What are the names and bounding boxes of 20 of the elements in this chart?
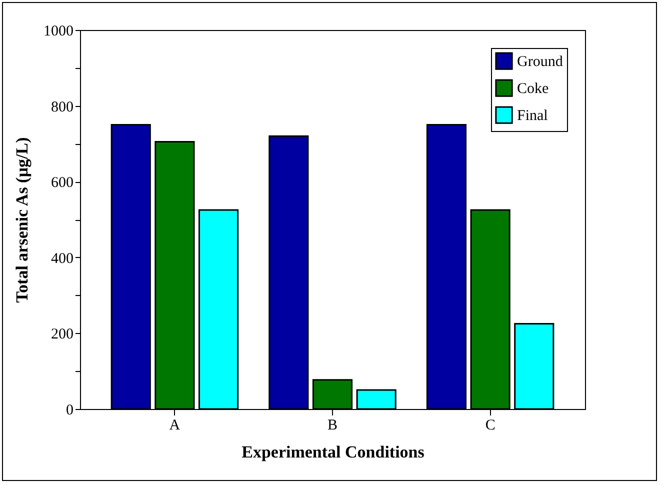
y-tick-label: 200 <box>51 326 74 343</box>
y-axis-title: Total arsenic As (µg/L) <box>12 137 32 303</box>
bar <box>426 124 467 410</box>
legend-label: Ground <box>517 54 564 70</box>
bar <box>268 135 309 410</box>
bar <box>198 209 239 410</box>
y-tick-label: 800 <box>51 99 74 116</box>
y-tick-label: 0 <box>66 402 74 418</box>
legend-label: Final <box>517 108 548 124</box>
bar <box>356 389 396 410</box>
x-tick-label: C <box>485 418 496 434</box>
y-tick-label: 600 <box>51 175 74 192</box>
legend-label: Coke <box>517 81 550 97</box>
y-tick-label: 400 <box>51 250 74 267</box>
y-tick-label: 1000 <box>44 24 74 40</box>
x-tick-label: A <box>169 418 180 434</box>
bar <box>110 124 151 410</box>
bar <box>514 322 554 410</box>
x-axis-title: Experimental Conditions <box>242 442 425 462</box>
x-tick-label: B <box>327 418 338 434</box>
